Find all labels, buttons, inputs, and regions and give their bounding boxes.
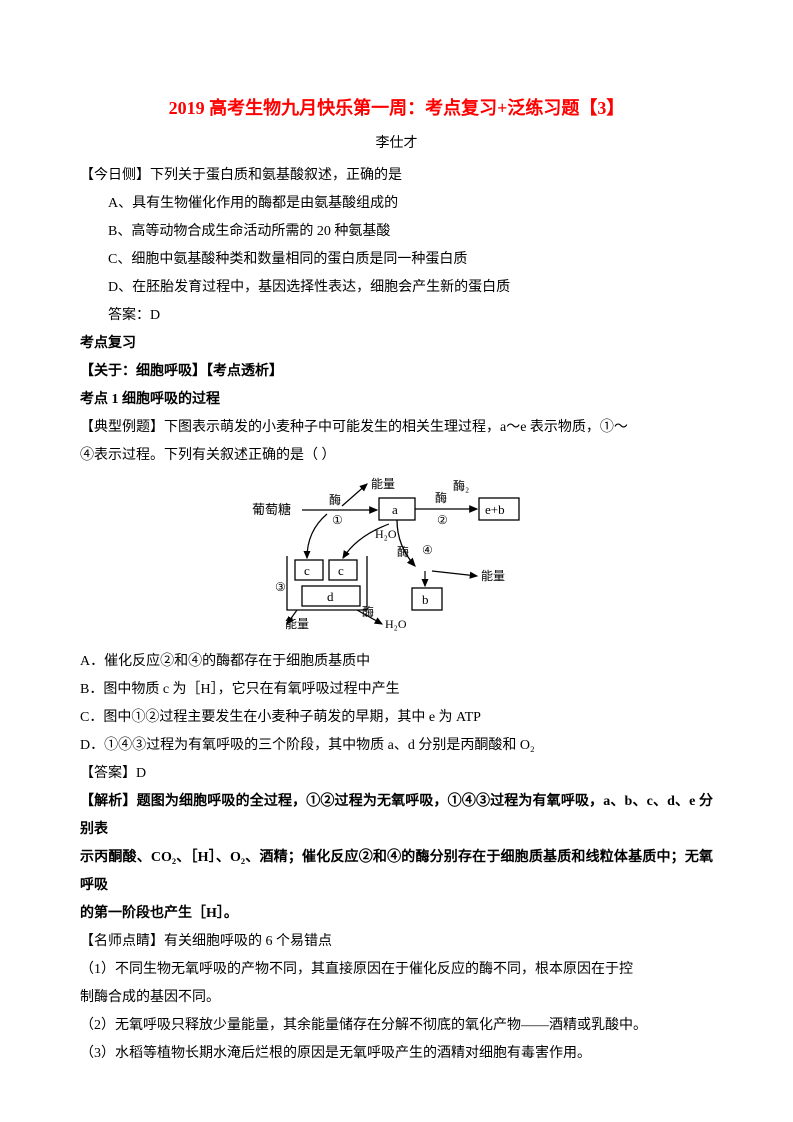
today-optA: A、具有生物催化作用的酶都是由氨基酸组成的 [80,190,713,218]
tip3: （3）水稻等植物长期水淹后烂根的原因是无氧呼吸产生的酒精对细胞有毒害作用。 [80,1040,713,1068]
diagram-circ2: ② [437,513,448,527]
page: 2019 高考生物九月快乐第一周：考点复习+泛练习题【3】 李仕才 【今日侧】下… [0,0,793,1122]
diagram-circ4: ④ [422,543,433,557]
today-stem: 下列关于蛋白质和氨基酸叙述，正确的是 [150,168,402,183]
diagram-circ1: ① [332,513,343,527]
opt2-D: D．①④③过程为有氧呼吸的三个阶段，其中物质 a、d 分别是丙酮酸和 O₂ [80,732,713,760]
explain-line2: 示丙酮酸、CO₂、［H］、O₂、酒精；催化反应②和④的酶分别存在于细胞质基质和线… [80,844,713,900]
topic-line: 【关于：细胞呼吸】【考点透析】 [80,358,713,386]
today-optB: B、高等动物合成生命活动所需的 20 种氨基酸 [80,218,713,246]
doc-author: 李仕才 [80,130,713,158]
example-stem1: 下图表示萌发的小麦种子中可能发生的相关生理过程，a～e 表示物质，①～ [164,420,628,435]
diagram-d-label: d [327,589,334,604]
diagram-mei-sub: 酶₂ [453,478,469,493]
diagram-energy-3: 能量 [285,617,309,631]
diagram-eb-label: e+b [485,502,505,517]
example-line2: ④表示过程。下列有关叙述正确的是（ ） [80,442,713,470]
tip2: （2）无氧呼吸只释放少量能量，其余能量储存在分解不彻底的氧化产物——酒精或乳酸中… [80,1012,713,1040]
today-prefix: 【今日侧】 [80,168,150,183]
today-question: 【今日侧】下列关于蛋白质和氨基酸叙述，正确的是 [80,162,713,190]
process-diagram: 葡萄糖 酶 能量 ① a 酶 ② e+b H₂O [247,476,547,631]
opt2-A: A．催化反应②和④的酶都存在于细胞质基质中 [80,648,713,676]
diagram-mei-4: 酶 [397,544,409,559]
diagram-h2o-3: H₂O [385,617,407,631]
diagram-a-label: a [392,502,398,517]
diagram-energy-4: 能量 [481,569,505,583]
explain-label: 【解析】 [80,794,137,809]
diagram-c1-label: c [304,563,310,578]
answer2: 【答案】D [80,760,713,788]
explain-line3: 的第一阶段也产生［H］。 [80,900,713,928]
diagram-container: 葡萄糖 酶 能量 ① a 酶 ② e+b H₂O [80,476,713,642]
opt2-B: B．图中物质 c 为［H］，它只在有氧呼吸过程中产生 [80,676,713,704]
diagram-mei-1: 酶 [329,492,341,507]
today-optD: D、在胚胎发育过程中，基因选择性表达，细胞会产生新的蛋白质 [80,274,713,302]
tips-label: 【名师点睛】有关细胞呼吸的 6 个易错点 [80,928,713,956]
example-label: 【典型例题】 [80,420,164,435]
diagram-b-label: b [422,592,429,607]
diagram-circ3: ③ [275,580,286,594]
tip1a: （1）不同生物无氧呼吸的产物不同，其直接原因在于催化反应的酶不同，根本原因在于控 [80,956,713,984]
doc-title: 2019 高考生物九月快乐第一周：考点复习+泛练习题【3】 [80,90,713,126]
tip1b: 制酶合成的基因不同。 [80,984,713,1012]
diagram-mei-2-label: 酶 [435,490,447,505]
today-optC: C、细胞中氨基酸种类和数量相同的蛋白质是同一种蛋白质 [80,246,713,274]
today-answer: 答案：D [80,302,713,330]
explain-l1: 题图为细胞呼吸的全过程，①②过程为无氧呼吸，①④③过程为有氧呼吸，a、b、c、d… [80,794,713,837]
opt2-C: C．图中①②过程主要发生在小麦种子萌发的早期，其中 e 为 ATP [80,704,713,732]
diagram-energy-1: 能量 [371,477,395,491]
review-header: 考点复习 [80,330,713,358]
explain-line1: 【解析】题图为细胞呼吸的全过程，①②过程为无氧呼吸，①④③过程为有氧呼吸，a、b… [80,788,713,844]
kd1: 考点 1 细胞呼吸的过程 [80,386,713,414]
diagram-glucose-label: 葡萄糖 [252,502,291,517]
diagram-c2-label: c [338,563,344,578]
example-line1: 【典型例题】下图表示萌发的小麦种子中可能发生的相关生理过程，a～e 表示物质，①… [80,414,713,442]
